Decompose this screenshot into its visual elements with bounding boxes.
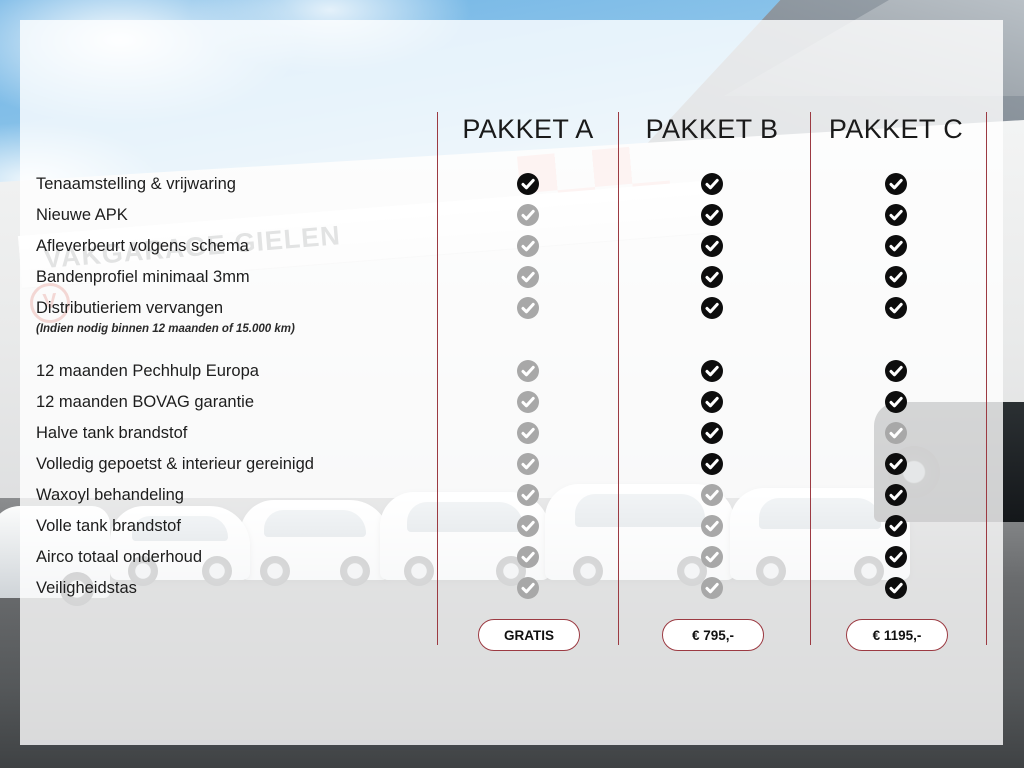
check-icon-a-excluded bbox=[517, 391, 539, 413]
check-icon-b-included bbox=[701, 266, 723, 288]
check-icon-b-included bbox=[701, 453, 723, 475]
feature-label: Volle tank brandstof bbox=[36, 517, 181, 535]
feature-label: Airco totaal onderhoud bbox=[36, 548, 203, 566]
feature-label: Tenaamstelling & vrijwaring bbox=[36, 175, 236, 193]
feature-label: Veiligheidstas bbox=[36, 579, 137, 597]
check-icon-b-included bbox=[701, 173, 723, 195]
check-icon-b-excluded bbox=[701, 577, 723, 599]
check-icon-c-included bbox=[885, 360, 907, 382]
feature-label: Afleverbeurt volgens schema bbox=[36, 237, 249, 255]
check-icon-a-excluded bbox=[517, 422, 539, 444]
check-icon-b-included bbox=[701, 360, 723, 382]
column-divider-0 bbox=[437, 112, 438, 645]
check-icon-a-excluded bbox=[517, 546, 539, 568]
check-icon-c-included bbox=[885, 173, 907, 195]
check-icon-b-included bbox=[701, 297, 723, 319]
price-badge-c[interactable]: € 1195,- bbox=[846, 619, 948, 651]
price-badge-a[interactable]: GRATIS bbox=[478, 619, 580, 651]
check-icon-a-excluded bbox=[517, 453, 539, 475]
feature-label: Halve tank brandstof bbox=[36, 424, 188, 442]
check-icon-a-excluded bbox=[517, 204, 539, 226]
check-icon-c-included bbox=[885, 266, 907, 288]
check-icon-b-included bbox=[701, 235, 723, 257]
check-icon-c-included bbox=[885, 204, 907, 226]
column-header-c: PAKKET C bbox=[828, 114, 964, 144]
check-icon-a-excluded bbox=[517, 515, 539, 537]
column-divider-2 bbox=[810, 112, 811, 645]
check-icon-b-excluded bbox=[701, 484, 723, 506]
feature-note: (Indien nodig binnen 12 maanden of 15.00… bbox=[36, 323, 295, 335]
column-header-a: PAKKET A bbox=[462, 114, 594, 144]
check-icon-a-excluded bbox=[517, 577, 539, 599]
check-icon-c-included bbox=[885, 546, 907, 568]
feature-label: 12 maanden BOVAG garantie bbox=[36, 393, 254, 411]
check-icon-c-included bbox=[885, 391, 907, 413]
feature-label: Bandenprofiel minimaal 3mm bbox=[36, 268, 250, 286]
feature-label: 12 maanden Pechhulp Europa bbox=[36, 362, 259, 380]
check-icon-b-excluded bbox=[701, 515, 723, 537]
check-icon-b-included bbox=[701, 204, 723, 226]
check-icon-c-excluded bbox=[885, 422, 907, 444]
feature-label: Volledig gepoetst & interieur gereinigd bbox=[36, 455, 314, 473]
feature-label: Waxoyl behandeling bbox=[36, 486, 184, 504]
check-icon-c-included bbox=[885, 453, 907, 475]
check-icon-c-included bbox=[885, 297, 907, 319]
check-icon-a-excluded bbox=[517, 297, 539, 319]
check-icon-a-excluded bbox=[517, 484, 539, 506]
check-icon-c-included bbox=[885, 484, 907, 506]
check-icon-b-included bbox=[701, 422, 723, 444]
column-divider-1 bbox=[618, 112, 619, 645]
feature-label: Nieuwe APK bbox=[36, 206, 128, 224]
check-icon-b-included bbox=[701, 391, 723, 413]
check-icon-a-included bbox=[517, 173, 539, 195]
column-divider-3 bbox=[986, 112, 987, 645]
check-icon-c-included bbox=[885, 577, 907, 599]
check-icon-c-included bbox=[885, 235, 907, 257]
price-badge-b[interactable]: € 795,- bbox=[662, 619, 764, 651]
check-icon-c-included bbox=[885, 515, 907, 537]
check-icon-a-excluded bbox=[517, 360, 539, 382]
feature-label: Distributieriem vervangen bbox=[36, 299, 224, 317]
check-icon-a-excluded bbox=[517, 266, 539, 288]
column-header-b: PAKKET B bbox=[645, 114, 779, 144]
check-icon-b-excluded bbox=[701, 546, 723, 568]
check-icon-a-excluded bbox=[517, 235, 539, 257]
